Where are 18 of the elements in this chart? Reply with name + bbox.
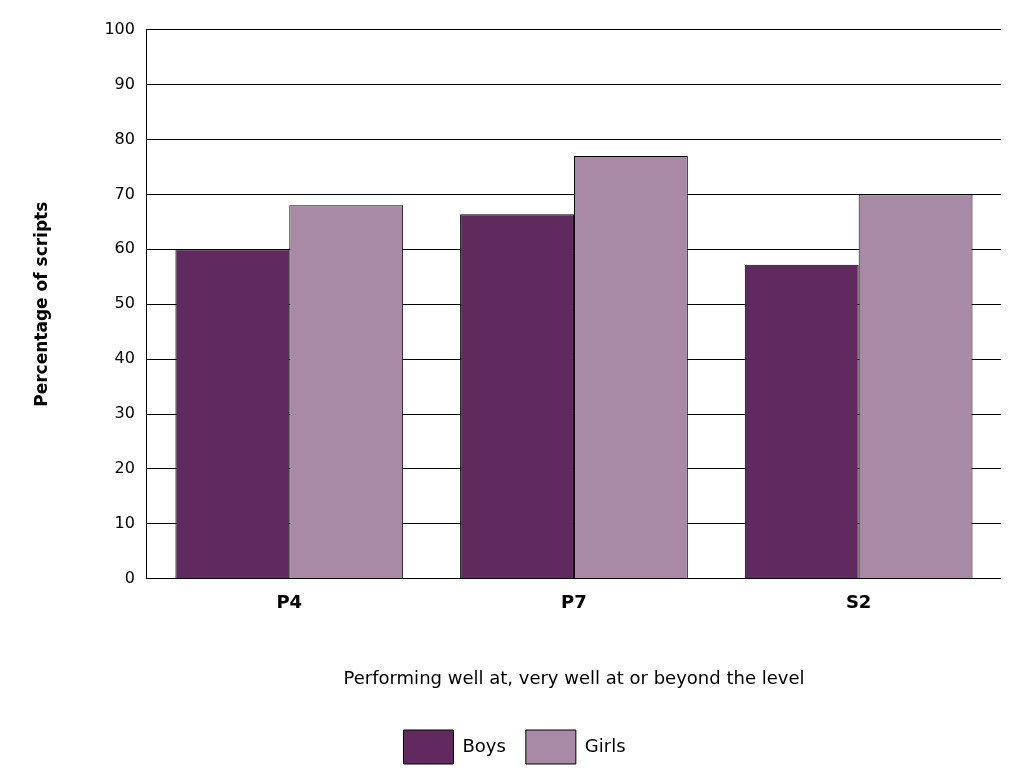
x-axis-title: Performing well at, very well at or beyond the level (343, 666, 805, 688)
y-tick-label: 80 (114, 128, 135, 148)
y-tick-label: 70 (114, 183, 135, 203)
y-tick-label: 90 (114, 73, 135, 93)
y-tick-label: 50 (114, 293, 135, 313)
x-tick-label: P4 (276, 591, 303, 613)
legend-label: Girls (584, 734, 626, 756)
y-tick-label: 10 (114, 513, 135, 533)
legend-label: Boys (462, 734, 506, 756)
y-tick-label: 0 (124, 567, 135, 587)
y-tick-label: 40 (114, 348, 135, 368)
y-tick-label: 30 (114, 403, 135, 423)
y-tick-label: 20 (114, 458, 135, 478)
x-tick-label: P7 (561, 591, 587, 613)
y-axis-title: Percentage of scripts (30, 201, 51, 407)
y-tick-label: 60 (114, 238, 135, 258)
x-tick-label: S2 (845, 591, 872, 613)
y-tick-label: 100 (104, 18, 135, 38)
